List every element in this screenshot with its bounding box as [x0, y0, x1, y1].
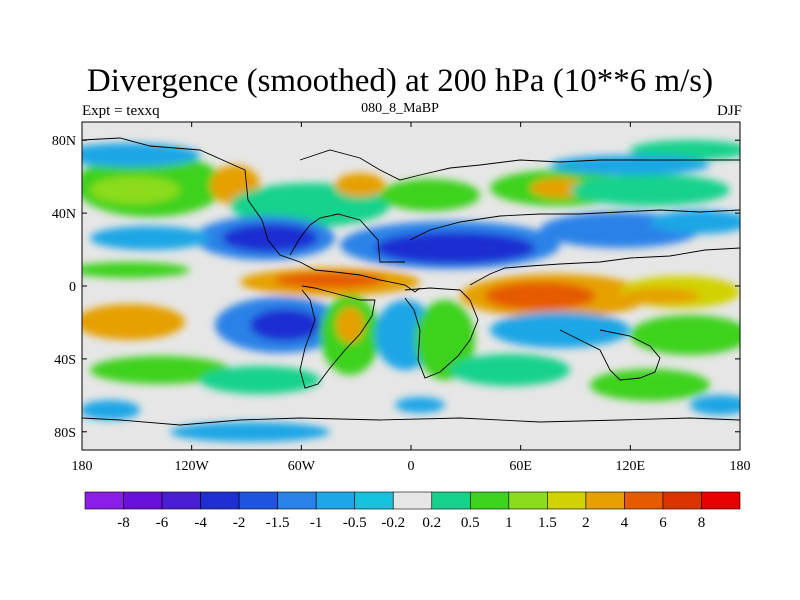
- period-label: 080_8_MaBP: [361, 101, 439, 116]
- lon-tick-label: 180: [72, 459, 93, 474]
- colorbar-label: -2: [233, 515, 246, 531]
- lat-tick-label: 0: [69, 280, 76, 295]
- colorbar-swatch: [200, 491, 240, 510]
- colorbar-label: 0.2: [422, 515, 441, 531]
- colorbar-label: 6: [659, 515, 667, 531]
- colorbar-swatch: [701, 491, 741, 510]
- colorbar-swatch: [508, 491, 548, 510]
- colorbar-label: -1: [310, 515, 323, 531]
- colorbar-swatch: [315, 491, 356, 510]
- colorbar-swatch: [161, 491, 201, 510]
- colorbar-swatch: [238, 491, 278, 510]
- colorbar-label: -0.5: [343, 515, 367, 531]
- colorbar-label: 8: [698, 515, 706, 531]
- colorbar-label: 1.5: [538, 515, 557, 531]
- colorbar-swatch: [392, 491, 433, 510]
- colorbar-swatch: [277, 491, 317, 510]
- colorbar-swatch: [624, 491, 664, 510]
- lon-tick-label: 120E: [616, 459, 646, 474]
- colorbar-swatch: [662, 491, 702, 510]
- season-label: DJF: [716, 103, 742, 119]
- map-title: Divergence (smoothed) at 200 hPa (10**6 …: [86, 63, 714, 99]
- colorbar-label: -1.5: [266, 515, 290, 531]
- colorbar-label: -8: [117, 515, 130, 531]
- lat-tick-label: 40N: [52, 207, 76, 222]
- lon-tick-label: 180: [730, 459, 751, 474]
- colorbar-swatch: [431, 491, 471, 510]
- colorbar-swatch: [354, 491, 394, 510]
- colorbar-label: -0.2: [381, 515, 405, 531]
- colorbar-swatch: [123, 491, 163, 510]
- colorbar-swatch: [585, 491, 625, 510]
- colorbar-label: 1: [505, 515, 513, 531]
- colorbar-label: 0.5: [461, 515, 480, 531]
- experiment-label: Expt = texxq: [82, 103, 160, 119]
- colorbar-label: -6: [156, 515, 169, 531]
- colorbar-swatch: [469, 491, 510, 510]
- divergence-field: [82, 122, 740, 450]
- lon-tick-label: 60E: [509, 459, 532, 474]
- colorbar-label: 2: [582, 515, 590, 531]
- lat-tick-label: 40S: [54, 353, 76, 368]
- axis-ticks: [81, 122, 741, 450]
- colorbar-label: 4: [621, 515, 629, 531]
- coastlines: [82, 137, 740, 426]
- colorbar-swatch: [547, 491, 587, 510]
- lon-tick-label: 120W: [175, 459, 210, 474]
- colorbar: [84, 491, 741, 510]
- lat-tick-label: 80N: [52, 134, 76, 149]
- lat-tick-label: 80S: [54, 426, 76, 441]
- colorbar-swatch: [84, 491, 124, 510]
- lon-tick-label: 60W: [288, 459, 316, 474]
- colorbar-label: -4: [194, 515, 207, 531]
- lon-tick-label: 0: [408, 459, 415, 474]
